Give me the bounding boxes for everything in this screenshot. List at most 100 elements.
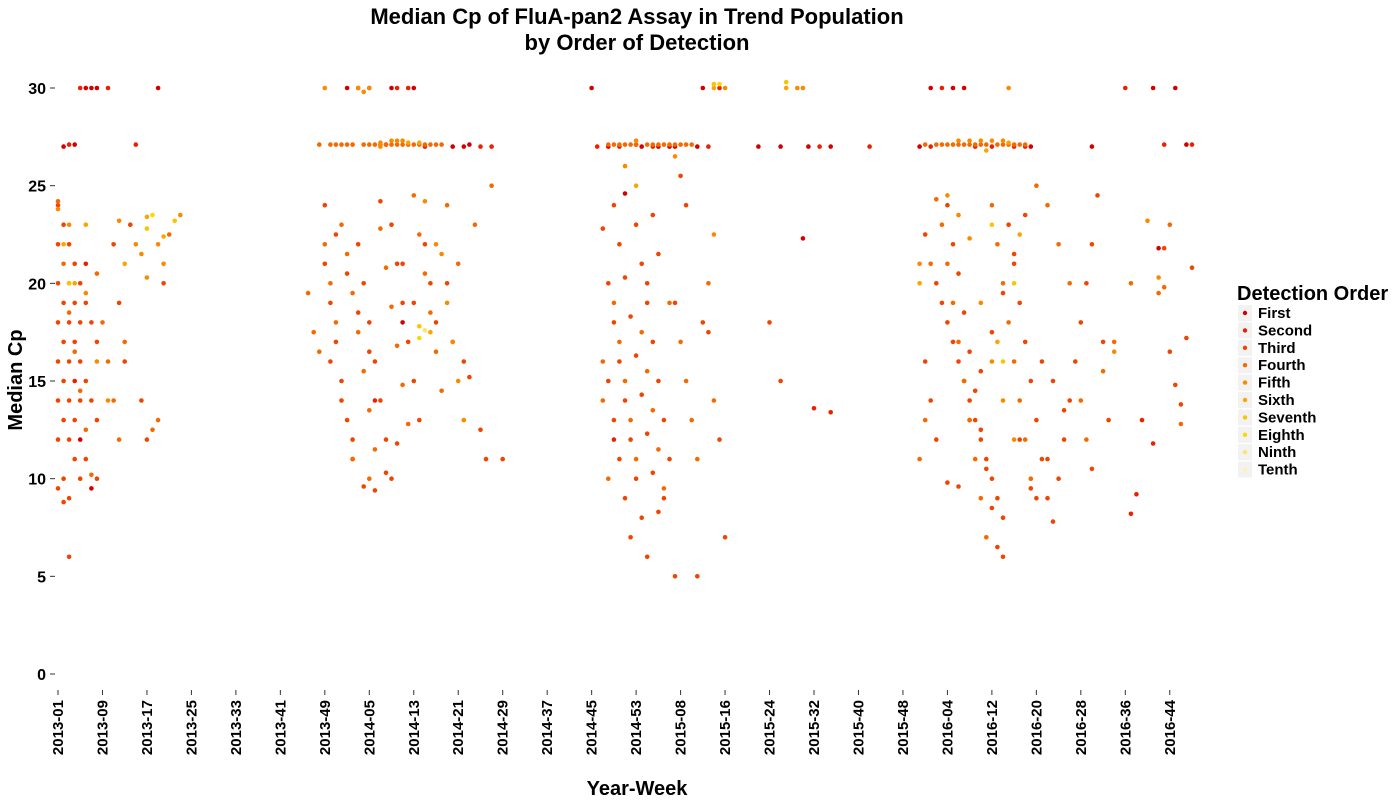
- data-point: [611, 320, 617, 325]
- data-point: [611, 437, 617, 442]
- data-point: [972, 142, 978, 147]
- data-point: [945, 261, 950, 267]
- data-point: [422, 327, 428, 333]
- data-point: [989, 476, 995, 482]
- data-point: [1000, 138, 1006, 143]
- data-point: [995, 339, 1000, 345]
- data-point: [795, 85, 800, 91]
- data-point: [1173, 85, 1178, 91]
- legend-key: [1242, 328, 1248, 333]
- data-point: [1139, 417, 1145, 423]
- data-point: [444, 300, 450, 306]
- data-point: [433, 142, 439, 147]
- data-point: [400, 300, 405, 306]
- data-point: [995, 242, 1000, 247]
- legend-label: Eighth: [1258, 427, 1305, 444]
- data-point: [1006, 222, 1011, 227]
- data-point: [89, 486, 94, 491]
- data-point: [389, 304, 394, 310]
- data-point: [661, 142, 667, 147]
- data-point: [355, 242, 361, 247]
- data-point: [328, 359, 333, 364]
- data-point: [989, 222, 995, 227]
- data-point: [417, 232, 422, 237]
- data-point: [405, 140, 411, 145]
- x-tick-label: 2013-17: [139, 700, 156, 755]
- data-point: [489, 144, 494, 149]
- x-tick-label: 2016-36: [1117, 700, 1134, 755]
- data-point: [372, 359, 378, 364]
- data-point: [956, 212, 961, 218]
- data-point: [828, 410, 833, 415]
- data-point: [389, 138, 394, 143]
- data-point: [984, 456, 989, 462]
- data-point: [1039, 359, 1045, 364]
- data-point: [1011, 437, 1017, 442]
- data-point: [639, 515, 644, 520]
- data-point: [1106, 417, 1111, 423]
- data-point: [984, 148, 989, 153]
- data-point: [450, 144, 456, 149]
- data-point: [411, 300, 417, 306]
- data-point: [89, 85, 94, 91]
- data-point: [767, 320, 772, 325]
- data-point: [350, 290, 355, 296]
- x-tick-label: 2016-44: [1162, 699, 1179, 755]
- legend-label: Fifth: [1258, 375, 1290, 392]
- data-point: [650, 212, 656, 218]
- data-point: [967, 236, 972, 241]
- data-point: [922, 232, 928, 237]
- x-tick-label: 2014-53: [628, 700, 645, 755]
- y-tick-label: 10: [28, 472, 46, 489]
- data-point: [372, 398, 378, 403]
- data-point: [372, 447, 378, 452]
- data-point: [806, 144, 811, 149]
- data-point: [1161, 245, 1167, 251]
- data-point: [1000, 554, 1006, 560]
- data-point: [1050, 378, 1056, 384]
- data-point: [77, 476, 83, 482]
- data-point: [984, 535, 989, 540]
- data-point: [1056, 242, 1061, 247]
- data-point: [972, 388, 978, 394]
- data-point: [956, 359, 961, 364]
- data-point: [478, 144, 483, 149]
- data-point: [956, 339, 961, 345]
- data-point: [945, 193, 950, 198]
- data-point: [389, 222, 394, 227]
- data-point: [700, 320, 706, 325]
- data-point: [978, 138, 984, 143]
- x-tick-label: 2013-01: [50, 700, 67, 755]
- data-point: [922, 142, 928, 147]
- data-point: [328, 142, 333, 147]
- data-point: [661, 417, 667, 423]
- data-point: [639, 329, 644, 335]
- data-point: [422, 271, 428, 276]
- data-point: [617, 456, 622, 462]
- data-point: [1150, 441, 1156, 446]
- data-point: [1022, 339, 1028, 345]
- x-tick-label: 2016-20: [1028, 700, 1045, 755]
- data-point: [1061, 437, 1067, 442]
- data-point: [433, 349, 439, 355]
- data-point: [428, 329, 433, 335]
- data-point: [461, 417, 467, 423]
- data-point: [89, 320, 94, 325]
- data-point: [1145, 218, 1150, 224]
- x-tick-label: 2013-33: [228, 700, 245, 755]
- data-point: [1084, 437, 1089, 442]
- data-point: [972, 456, 978, 462]
- y-tick-label: 20: [28, 276, 46, 293]
- data-point: [617, 339, 622, 345]
- data-point: [934, 437, 939, 442]
- x-tick-label: 2014-37: [539, 700, 556, 755]
- data-point: [939, 142, 945, 147]
- data-point: [1095, 193, 1100, 198]
- x-axis-title: Year-Week: [587, 778, 689, 800]
- data-point: [1034, 183, 1039, 188]
- data-point: [722, 85, 728, 91]
- data-point: [66, 310, 72, 315]
- data-point: [656, 378, 661, 384]
- data-point: [594, 144, 600, 149]
- data-point: [344, 85, 350, 91]
